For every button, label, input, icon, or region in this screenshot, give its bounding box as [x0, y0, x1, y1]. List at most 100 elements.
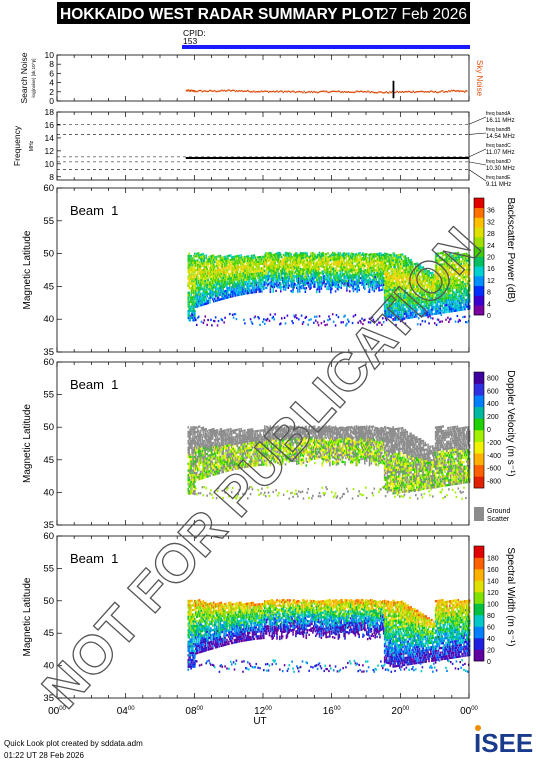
data-cell	[387, 285, 390, 288]
noise-point	[406, 91, 408, 93]
data-cell	[440, 313, 443, 317]
data-cell	[193, 261, 195, 264]
data-cell	[330, 279, 332, 282]
data-cell	[244, 322, 246, 325]
data-cell	[233, 287, 236, 291]
data-cell	[326, 285, 328, 288]
data-cell	[199, 292, 202, 296]
data-cell	[300, 287, 303, 290]
data-cell	[191, 284, 193, 287]
data-cell	[215, 287, 218, 291]
data-cell	[267, 266, 270, 270]
data-cell	[329, 263, 331, 267]
data-cell	[347, 277, 349, 280]
data-cell	[330, 267, 333, 270]
data-cell	[310, 268, 312, 271]
data-cell	[309, 257, 311, 261]
noise-point	[232, 89, 234, 91]
data-cell	[303, 268, 306, 272]
data-cell	[275, 271, 277, 274]
data-cell	[322, 252, 325, 255]
data-cell	[195, 296, 198, 299]
data-cell	[204, 293, 207, 296]
data-cell	[383, 259, 386, 262]
data-cell	[312, 254, 314, 257]
data-cell	[242, 267, 244, 270]
data-cell	[193, 293, 195, 297]
data-cell	[332, 281, 335, 284]
data-cell	[283, 316, 286, 319]
data-cell	[304, 265, 307, 268]
data-cell	[272, 260, 275, 263]
data-cell	[298, 262, 301, 266]
data-cell	[382, 321, 385, 324]
data-cell	[375, 268, 377, 272]
data-cell	[318, 279, 321, 282]
data-cell	[384, 296, 387, 299]
data-cell	[296, 285, 299, 289]
data-cell	[297, 259, 300, 262]
data-cell	[388, 299, 391, 302]
data-cell	[379, 268, 381, 271]
data-cell	[392, 273, 394, 276]
data-cell	[287, 252, 290, 255]
data-cell	[330, 268, 332, 271]
data-cell	[206, 290, 208, 294]
data-cell	[269, 263, 272, 266]
data-cell	[361, 272, 363, 275]
data-cell	[204, 302, 207, 306]
data-cell	[382, 281, 385, 284]
data-cell	[300, 275, 303, 278]
noise-point	[308, 90, 310, 93]
data-cell	[309, 269, 311, 272]
data-cell	[225, 262, 227, 265]
data-cell	[262, 260, 264, 263]
data-cell	[338, 278, 341, 282]
data-cell	[332, 260, 335, 263]
data-cell	[273, 285, 275, 289]
data-cell	[265, 319, 268, 322]
data-cell	[342, 268, 344, 271]
data-cell	[242, 256, 244, 259]
data-cell	[308, 260, 310, 263]
data-cell	[364, 278, 366, 281]
data-cell	[370, 269, 373, 272]
data-cell	[388, 295, 391, 298]
data-cell	[393, 312, 395, 315]
data-cell	[284, 268, 287, 271]
data-cell	[360, 256, 362, 259]
data-cell	[248, 289, 251, 292]
data-cell	[200, 281, 203, 284]
data-cell	[258, 279, 260, 282]
data-cell	[349, 283, 352, 286]
data-cell	[221, 256, 224, 259]
data-cell	[203, 264, 206, 267]
data-cell	[204, 289, 207, 292]
data-cell	[193, 310, 195, 313]
data-cell	[206, 323, 208, 326]
data-cell	[250, 268, 253, 271]
freq-band-label: freq bandC	[486, 143, 511, 149]
data-cell	[224, 290, 226, 293]
data-cell	[337, 256, 340, 259]
data-cell	[462, 308, 464, 311]
noise-point	[432, 91, 434, 93]
noise-ytick: 10	[45, 50, 55, 60]
data-cell	[282, 265, 285, 268]
data-cell	[220, 277, 223, 280]
data-cell	[349, 260, 352, 263]
data-cell	[244, 290, 246, 293]
data-cell	[225, 283, 227, 286]
data-cell	[248, 264, 251, 267]
data-cell	[245, 283, 247, 286]
data-cell	[309, 264, 311, 268]
data-cell	[199, 281, 202, 284]
noise-point	[236, 90, 238, 92]
data-cell	[265, 259, 268, 262]
data-cell	[214, 299, 217, 302]
data-cell	[228, 293, 230, 296]
data-cell	[277, 279, 279, 282]
data-cell	[246, 271, 248, 274]
data-cell	[262, 267, 264, 270]
data-cell	[366, 270, 369, 273]
